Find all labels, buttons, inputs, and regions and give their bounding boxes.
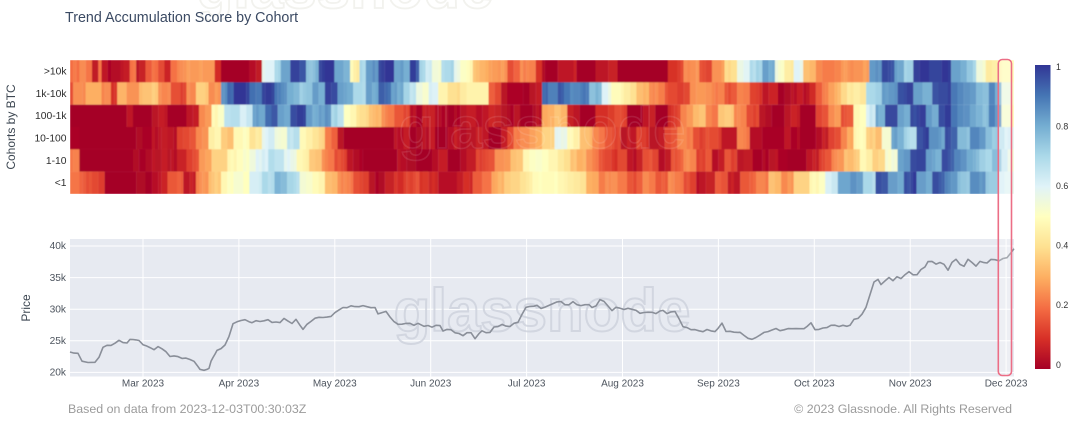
svg-text:0.6: 0.6 (1056, 181, 1068, 191)
svg-text:1-10: 1-10 (46, 156, 67, 167)
svg-text:Jul 2023: Jul 2023 (508, 379, 546, 390)
svg-text:© 2023 Glassnode. All Rights R: © 2023 Glassnode. All Rights Reserved (794, 402, 1012, 416)
svg-text:10-100: 10-100 (34, 134, 66, 145)
svg-text:glassnode: glassnode (399, 96, 686, 161)
svg-text:35k: 35k (50, 273, 67, 284)
svg-text:40k: 40k (50, 241, 67, 252)
svg-text:Aug 2023: Aug 2023 (601, 379, 644, 390)
svg-text:<1: <1 (55, 178, 67, 189)
svg-text:Price: Price (19, 294, 33, 322)
svg-text:Mar 2023: Mar 2023 (122, 379, 165, 390)
svg-text:Trend Accumulation Score by Co: Trend Accumulation Score by Cohort (65, 10, 298, 26)
svg-text:1: 1 (1056, 62, 1061, 72)
svg-text:30k: 30k (50, 304, 67, 315)
svg-text:20k: 20k (50, 368, 67, 379)
svg-text:>10k: >10k (44, 67, 67, 78)
svg-text:0.2: 0.2 (1056, 300, 1068, 310)
svg-text:0.8: 0.8 (1056, 121, 1068, 131)
svg-text:May 2023: May 2023 (313, 379, 357, 390)
svg-text:Jun 2023: Jun 2023 (410, 379, 452, 390)
svg-text:Apr 2023: Apr 2023 (219, 379, 260, 390)
svg-text:100-1k: 100-1k (35, 111, 67, 122)
svg-text:0: 0 (1056, 360, 1061, 370)
svg-text:glassnode: glassnode (394, 277, 691, 344)
svg-text:Cohorts by BTC: Cohorts by BTC (4, 84, 18, 170)
svg-text:1k-10k: 1k-10k (36, 89, 68, 100)
svg-text:Sep 2023: Sep 2023 (697, 379, 740, 390)
svg-text:Dec 2023: Dec 2023 (985, 379, 1028, 390)
svg-text:0.4: 0.4 (1056, 241, 1068, 251)
svg-text:Based on data from 2023-12-03T: Based on data from 2023-12-03T00:30:03Z (68, 402, 307, 416)
svg-text:25k: 25k (50, 336, 67, 347)
svg-text:Nov 2023: Nov 2023 (889, 379, 932, 390)
svg-text:Oct 2023: Oct 2023 (794, 379, 835, 390)
svg-text:glassnode: glassnode (197, 0, 494, 21)
